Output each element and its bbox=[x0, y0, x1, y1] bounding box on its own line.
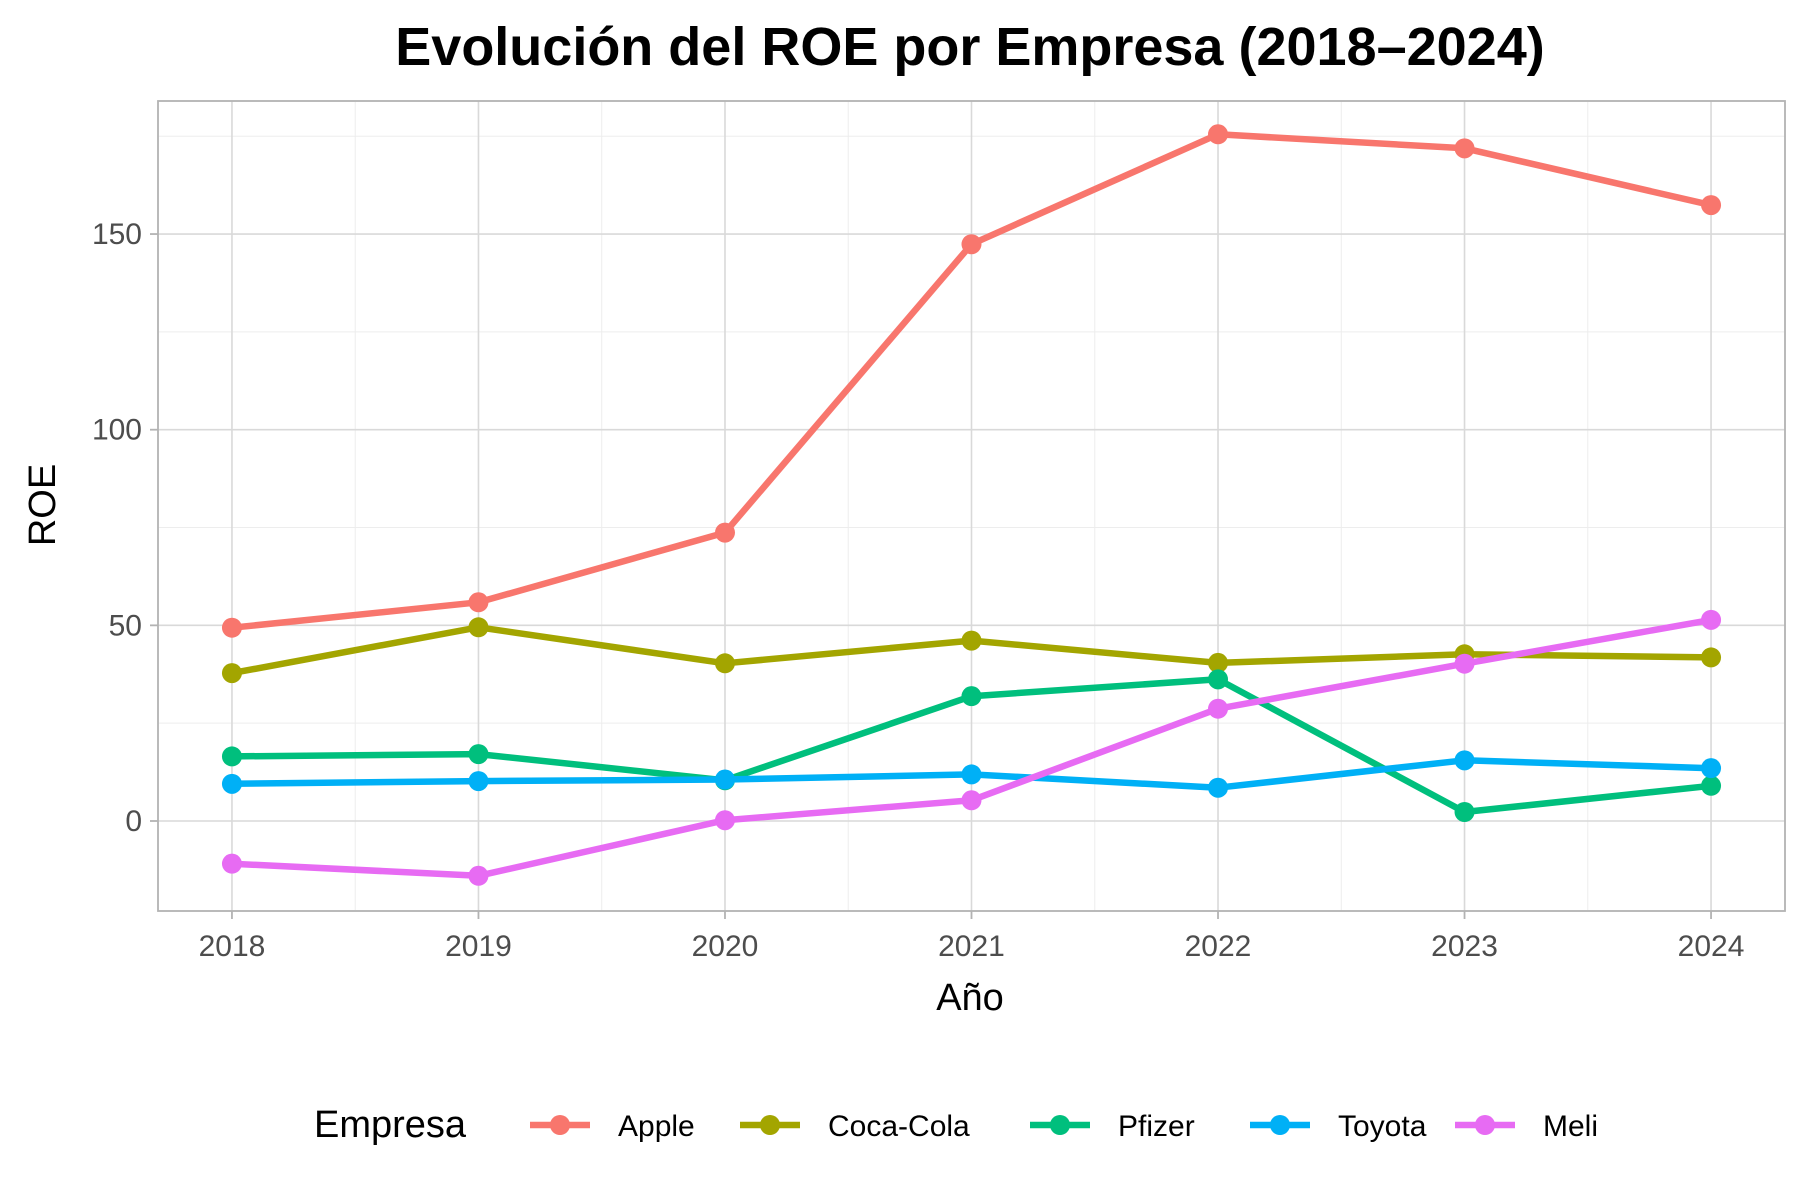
data-point-apple bbox=[714, 522, 735, 543]
data-point-coca-cola bbox=[714, 653, 735, 674]
chart-title: Evolución del ROE por Empresa (2018–2024… bbox=[395, 17, 1544, 77]
x-tick-label: 2020 bbox=[692, 930, 759, 963]
data-point-meli bbox=[221, 853, 242, 874]
legend-key-point bbox=[1050, 1115, 1070, 1135]
legend-label: Meli bbox=[1543, 1110, 1598, 1143]
data-point-toyota bbox=[714, 769, 735, 790]
legend-key-point bbox=[1270, 1115, 1290, 1135]
data-point-toyota bbox=[1208, 777, 1229, 798]
x-tick-label: 2018 bbox=[199, 930, 266, 963]
data-point-apple bbox=[468, 592, 489, 613]
data-point-meli bbox=[1454, 653, 1475, 674]
x-tick-label: 2024 bbox=[1678, 930, 1745, 963]
data-point-meli bbox=[961, 790, 982, 811]
x-tick-label: 2019 bbox=[445, 930, 512, 963]
data-point-toyota bbox=[961, 764, 982, 785]
series-layer bbox=[221, 124, 1722, 886]
axis-ticks: 0 50 100 150 2018 2019 2020 2021 2022 2023 2024 bbox=[92, 218, 1744, 963]
x-tick-label: 2022 bbox=[1185, 930, 1252, 963]
y-tick-label: 0 bbox=[125, 805, 142, 838]
y-tick-label: 50 bbox=[109, 609, 142, 642]
data-point-coca-cola bbox=[961, 630, 982, 651]
legend-key-point bbox=[550, 1115, 570, 1135]
data-point-coca-cola bbox=[1701, 647, 1722, 668]
legend-item-coca-cola: Coca-Cola bbox=[740, 1110, 970, 1143]
legend-key-point bbox=[760, 1115, 780, 1135]
data-point-apple bbox=[1701, 195, 1722, 216]
data-point-pfizer bbox=[1454, 802, 1475, 822]
legend-item-pfizer: Pfizer bbox=[1030, 1110, 1195, 1143]
y-tick-label: 150 bbox=[92, 218, 142, 251]
legend-key-point bbox=[1475, 1115, 1495, 1135]
data-point-coca-cola bbox=[1208, 652, 1229, 673]
y-tick-label: 100 bbox=[92, 414, 142, 447]
data-point-toyota bbox=[1701, 758, 1722, 779]
data-point-meli bbox=[1701, 609, 1722, 630]
legend-label: Apple bbox=[618, 1110, 695, 1143]
data-point-apple bbox=[221, 617, 242, 638]
series-toyota bbox=[221, 750, 1722, 798]
x-tick-label: 2023 bbox=[1431, 930, 1498, 963]
data-point-pfizer bbox=[221, 746, 242, 767]
data-point-toyota bbox=[1454, 750, 1475, 771]
data-point-pfizer bbox=[1208, 669, 1229, 690]
data-point-apple bbox=[1208, 124, 1229, 145]
data-point-coca-cola bbox=[221, 663, 242, 684]
data-point-meli bbox=[1208, 698, 1229, 719]
data-point-pfizer bbox=[961, 686, 982, 707]
data-point-coca-cola bbox=[468, 617, 489, 638]
legend-item-toyota: Toyota bbox=[1250, 1110, 1427, 1143]
legend-label: Toyota bbox=[1338, 1110, 1427, 1143]
data-point-toyota bbox=[468, 771, 489, 792]
x-axis-label: Año bbox=[936, 977, 1004, 1019]
gridlines bbox=[158, 101, 1785, 911]
legend: Empresa Apple Coca-Cola Pfizer Toyota Meli bbox=[314, 1104, 1598, 1146]
legend-label: Pfizer bbox=[1118, 1110, 1195, 1143]
legend-label: Coca-Cola bbox=[828, 1110, 970, 1143]
series-apple bbox=[221, 124, 1722, 638]
y-axis-label: ROE bbox=[22, 464, 64, 546]
data-point-meli bbox=[468, 865, 489, 886]
series-meli bbox=[221, 609, 1722, 886]
data-point-toyota bbox=[221, 773, 242, 794]
legend-item-apple: Apple bbox=[530, 1110, 695, 1143]
legend-title: Empresa bbox=[314, 1104, 467, 1146]
data-point-pfizer bbox=[1701, 775, 1722, 796]
data-point-pfizer bbox=[468, 744, 489, 765]
data-point-meli bbox=[714, 810, 735, 831]
data-point-apple bbox=[1454, 138, 1475, 159]
x-tick-label: 2021 bbox=[938, 930, 1005, 963]
legend-item-meli: Meli bbox=[1455, 1110, 1598, 1143]
data-point-apple bbox=[961, 234, 982, 255]
